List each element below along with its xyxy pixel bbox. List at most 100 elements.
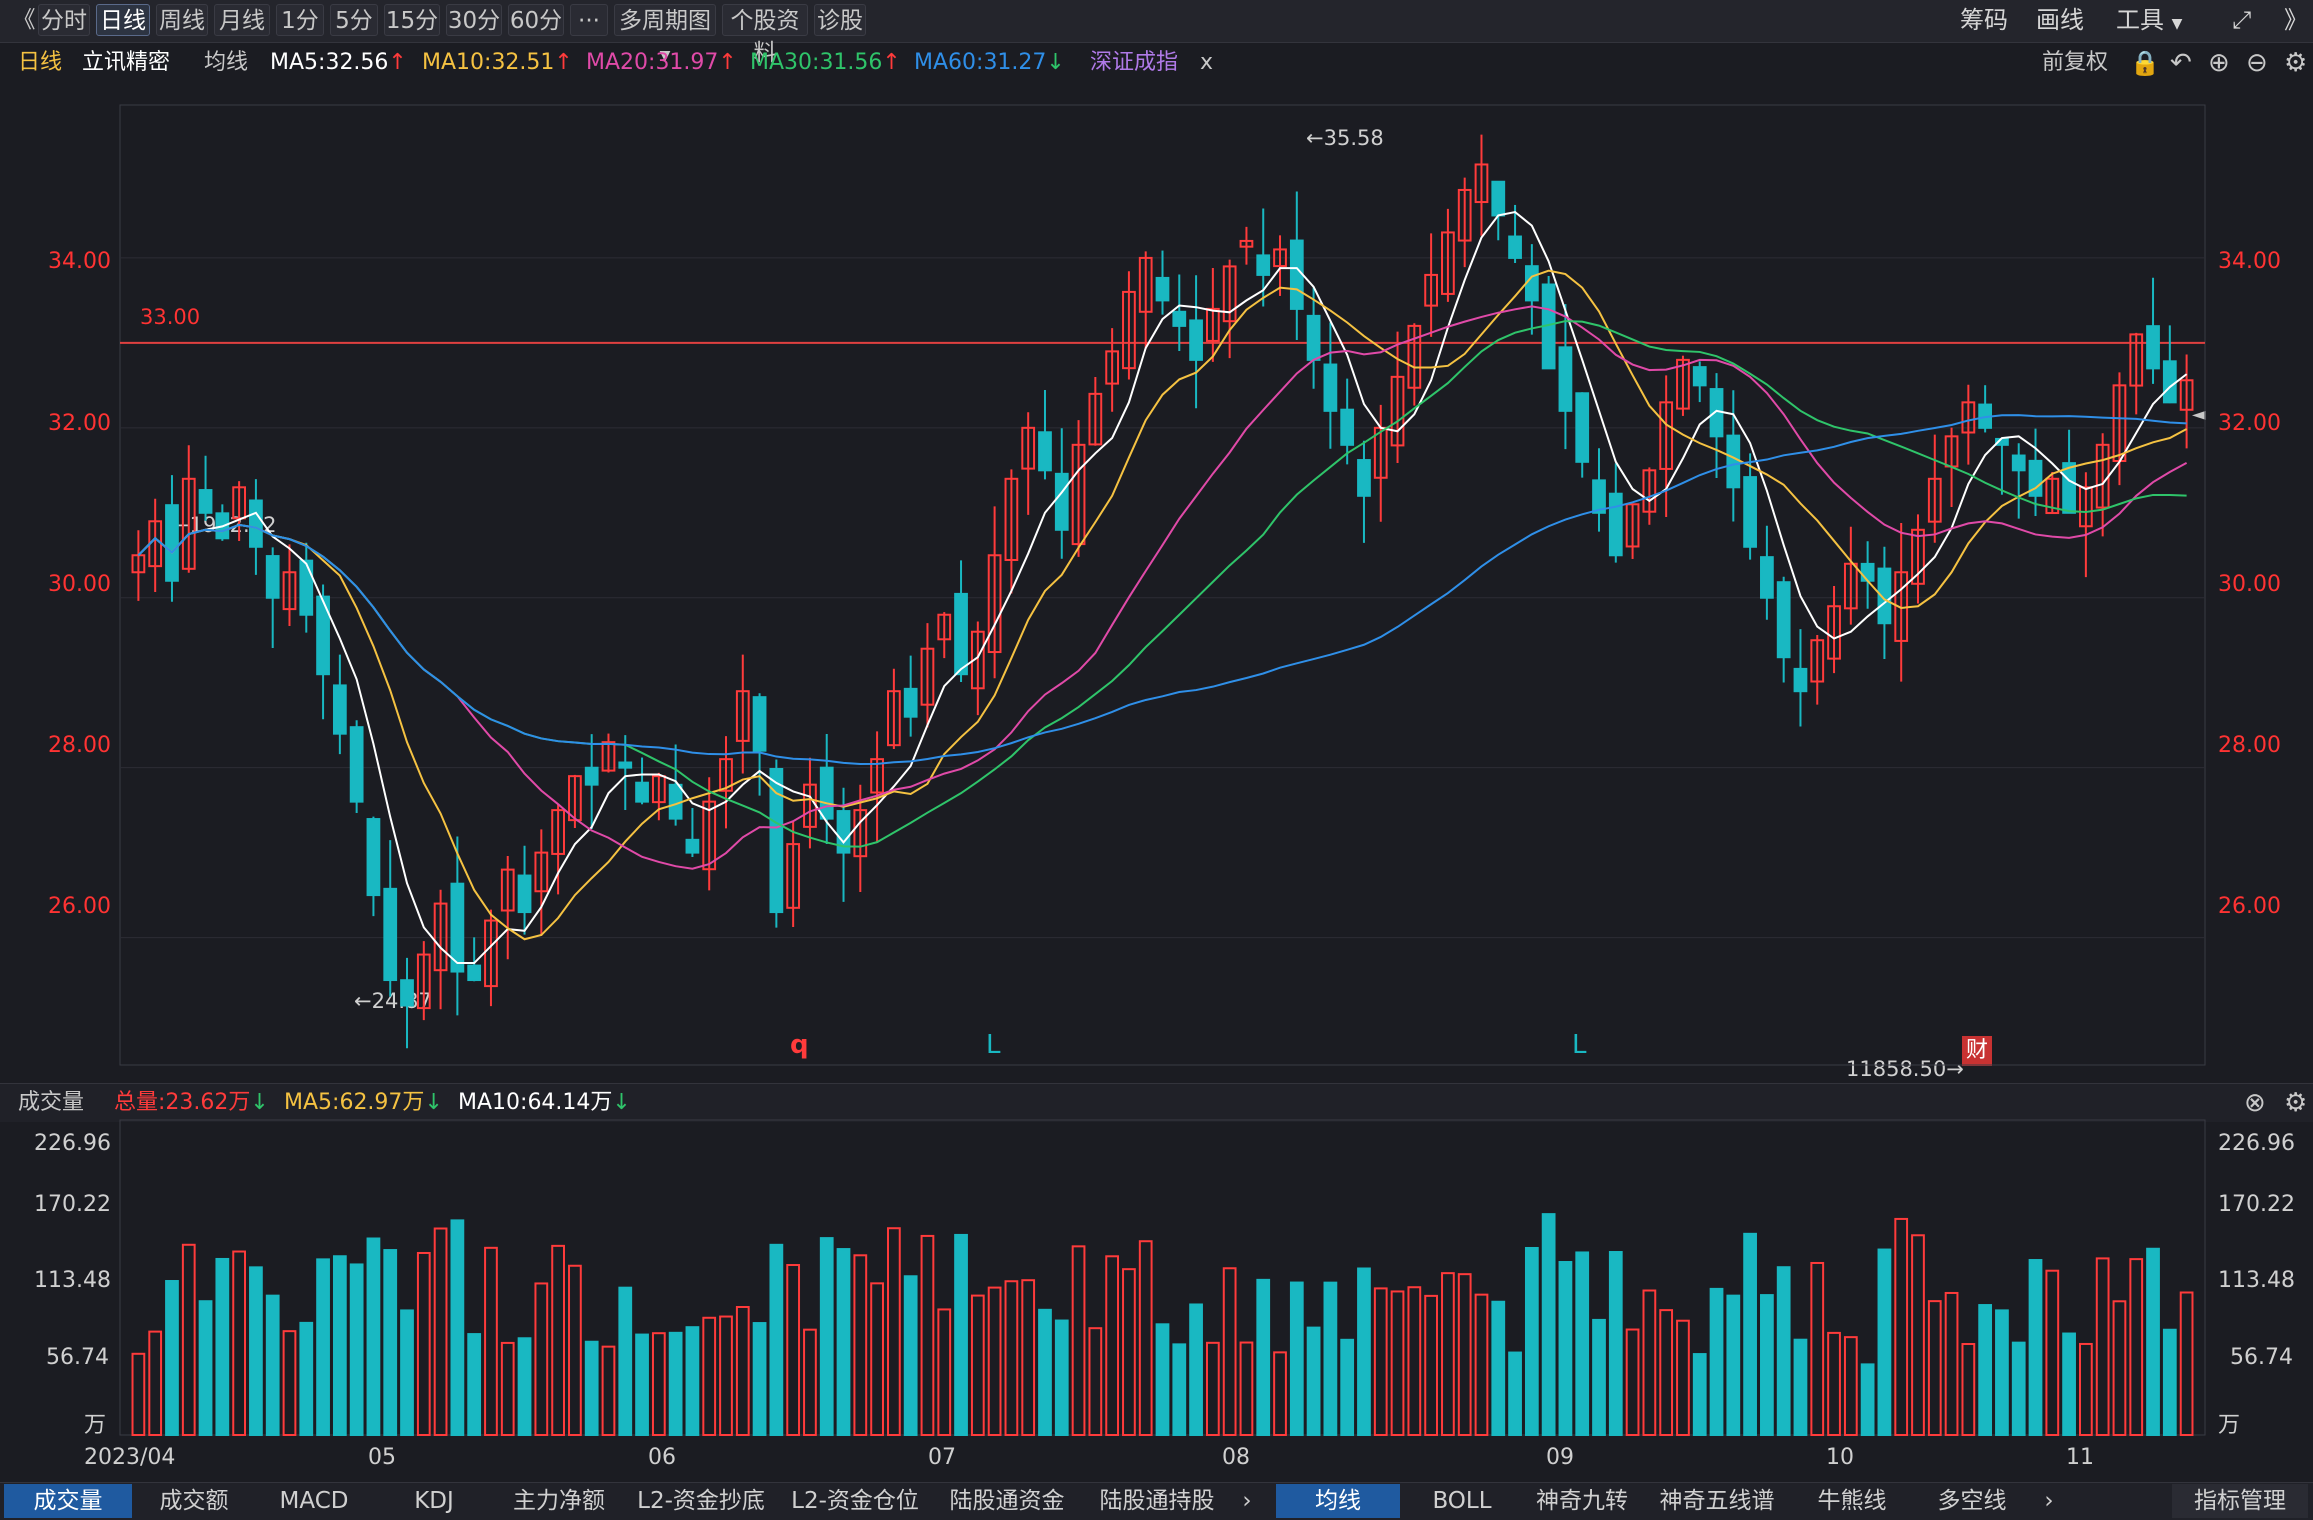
lock-icon[interactable]: 🔒	[2130, 49, 2160, 77]
chevron-right-icon[interactable]: ›	[2044, 1488, 2054, 1514]
period-tab-15min[interactable]: 15分	[384, 4, 440, 36]
tab-l2-bottom[interactable]: L2-资金抄底	[637, 1488, 765, 1514]
candle-body	[2011, 454, 2026, 472]
candle-body	[853, 809, 868, 858]
chevron-down-icon: ▼	[2171, 16, 2183, 32]
candle-body	[601, 741, 616, 772]
tab-magic-nine[interactable]: 神奇九转	[1536, 1488, 1628, 1514]
candle-body	[769, 767, 784, 914]
volume-ma5-text: MA5:62.97万	[284, 1090, 425, 1115]
price-tick-32-right: 32.00	[2218, 411, 2281, 436]
candle-body	[249, 499, 263, 548]
signal-marker[interactable]: L	[1572, 1030, 1587, 1060]
vol-unit-left: 万	[84, 1413, 107, 1438]
fullscreen-icon[interactable]: ⤢	[2232, 6, 2252, 34]
volume-bar	[954, 1233, 968, 1436]
volume-bar	[668, 1331, 683, 1437]
candle-body	[1508, 235, 1522, 259]
tab-long-short[interactable]: 多空线	[1937, 1488, 2007, 1514]
tab-volume[interactable]: 成交量	[4, 1484, 132, 1518]
volume-bar	[584, 1340, 599, 1436]
period-tab-5min[interactable]: 5分	[330, 4, 378, 36]
stock-profile-button[interactable]: 个股资料	[722, 4, 808, 66]
volume-bar	[1390, 1290, 1405, 1436]
candle-body	[584, 766, 599, 786]
ma-label[interactable]: 均线	[204, 50, 249, 75]
x-tick: 2023/04	[84, 1445, 176, 1470]
tab-kdj[interactable]: KDJ	[414, 1488, 454, 1514]
volume-bar	[1961, 1343, 1976, 1436]
ma20-line	[137, 305, 2188, 870]
hline-label: 33.00	[140, 305, 201, 329]
period-tab-daily[interactable]: 日线	[96, 4, 150, 36]
tab-boll[interactable]: BOLL	[1432, 1488, 1492, 1514]
financial-report-badge[interactable]: 财	[1962, 1036, 1992, 1066]
collapse-icon[interactable]: 》	[2284, 6, 2308, 34]
period-tab-1min[interactable]: 1分	[276, 4, 324, 36]
zoom-in-icon[interactable]: ⊕	[2208, 48, 2230, 78]
candle-body	[551, 809, 565, 855]
multi-period-dropdown[interactable]: 多周期图 ▼	[614, 4, 716, 64]
gear-icon[interactable]: ⚙	[2284, 48, 2308, 78]
arrow-down-icon: ↓	[424, 1090, 443, 1115]
x-tick: 10	[1826, 1445, 1854, 1470]
price-tick-28-right: 28.00	[2218, 733, 2281, 758]
tab-macd[interactable]: MACD	[279, 1488, 349, 1514]
candle-body	[987, 554, 1002, 654]
tab-main-net[interactable]: 主力净额	[513, 1488, 605, 1514]
candle-body	[1659, 401, 1674, 470]
volume-bar	[1122, 1268, 1136, 1436]
period-tab-60min[interactable]: 60分	[508, 4, 564, 36]
tab-l2-position[interactable]: L2-资金仓位	[791, 1488, 919, 1514]
draw-button[interactable]: 画线	[2036, 6, 2084, 34]
volume-bar	[1189, 1303, 1203, 1436]
x-tick: 09	[1546, 1445, 1574, 1470]
tab-magic-five[interactable]: 神奇五线谱	[1659, 1488, 1775, 1514]
period-tab-fenshi[interactable]: 分时	[38, 4, 90, 36]
vol-tick-left: 226.96	[34, 1131, 111, 1156]
candle-body	[1642, 469, 1657, 513]
indicator-manage-button[interactable]: 指标管理	[2172, 1484, 2308, 1518]
signal-marker[interactable]: q	[790, 1030, 809, 1060]
ma60-value: MA60:31.27↓	[914, 46, 1065, 80]
vol-tick-left: 56.74	[46, 1345, 109, 1370]
diagnose-button[interactable]: 诊股	[814, 4, 866, 36]
chevron-down-icon: ▼	[659, 48, 671, 64]
chevron-right-icon[interactable]: ›	[1242, 1488, 1252, 1514]
undo-icon[interactable]: ↶	[2170, 48, 2192, 78]
restore-right-button[interactable]: 前复权	[2042, 50, 2109, 75]
vol-unit-right: 万	[2218, 1413, 2241, 1438]
tab-turnover[interactable]: 成交额	[159, 1488, 229, 1514]
tab-bull-bear[interactable]: 牛熊线	[1817, 1488, 1887, 1514]
tab-hk-connect-flow[interactable]: 陆股通资金	[949, 1488, 1065, 1514]
volume-bar	[769, 1243, 784, 1436]
arrow-up-icon: ↑	[882, 50, 901, 75]
volume-bar	[131, 1352, 146, 1436]
index-low-annotation: 11858.50→	[1846, 1057, 1964, 1081]
period-tab-30min[interactable]: 30分	[446, 4, 502, 36]
index-overlay-label[interactable]: 深证成指	[1090, 50, 1179, 75]
more-periods-button[interactable]: ···	[570, 4, 608, 36]
volume-bar	[1978, 1304, 1993, 1436]
close-overlay-icon[interactable]: x	[1200, 50, 1214, 75]
candle-body	[1592, 479, 1606, 514]
zoom-out-icon[interactable]: ⊖	[2246, 48, 2268, 78]
candle-body	[920, 647, 935, 706]
candle-body	[517, 874, 532, 914]
tab-ma[interactable]: 均线	[1276, 1484, 1400, 1518]
close-pane-icon[interactable]: ⊗	[2244, 1088, 2266, 1118]
chips-button[interactable]: 筹码	[1960, 6, 2008, 34]
gear-icon[interactable]: ⚙	[2284, 1088, 2308, 1118]
volume-ma10-text: MA10:64.14万	[458, 1090, 613, 1115]
volume-bar	[467, 1333, 482, 1436]
candle-body	[1155, 276, 1170, 302]
candle-body	[1390, 375, 1405, 447]
back-button[interactable]: 《	[12, 7, 36, 33]
volume-bar	[2146, 1247, 2160, 1437]
tools-dropdown[interactable]: 工具 ▼	[2116, 4, 2182, 36]
period-tab-monthly[interactable]: 月线	[214, 4, 270, 36]
signal-marker[interactable]: L	[986, 1030, 1001, 1060]
period-tab-weekly[interactable]: 周线	[156, 4, 208, 36]
tab-hk-connect-holding[interactable]: 陆股通持股	[1099, 1488, 1215, 1514]
